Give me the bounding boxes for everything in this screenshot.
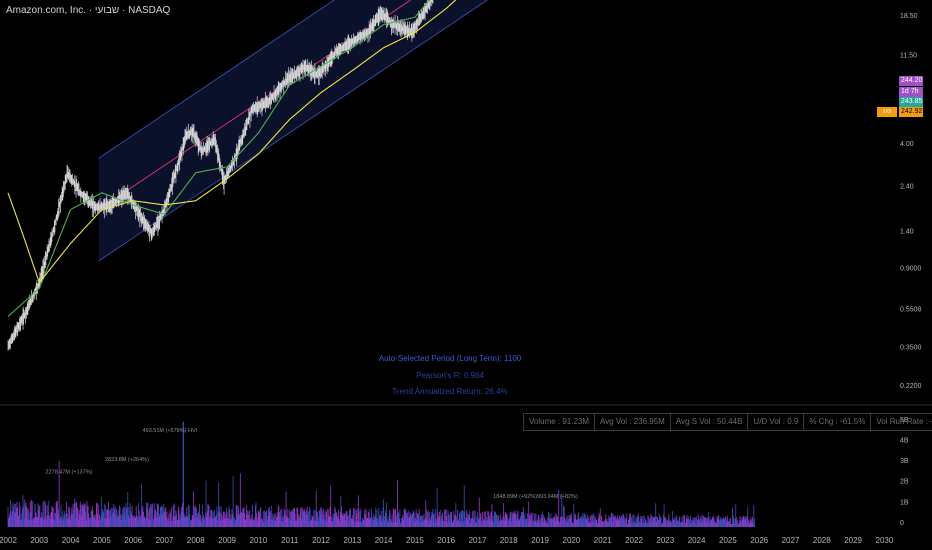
time-tick-label: 2017 [469, 536, 487, 545]
time-tick-label: 2010 [250, 536, 268, 545]
ma-slow-tag: סוג [877, 107, 897, 117]
channel-upper-line [98, 0, 335, 159]
price-tick-label: 1.40 [900, 229, 914, 236]
stat-ud-vol: U/D Vol : 0.9 [748, 414, 805, 430]
time-tick-label: 2016 [437, 536, 455, 545]
volume-annotation: 993.94M (+82%) [537, 494, 578, 500]
stat-avg-s-vol: Avg S Vol : 50.44B [671, 414, 749, 430]
time-tick-label: 2027 [782, 536, 800, 545]
chart-title: Amazon.com, Inc. · שבועי · NASDAQ [6, 5, 171, 16]
time-tick-label: 2024 [688, 536, 706, 545]
ma-fast-price-label: 243.85 [899, 97, 923, 107]
time-tick-label: 2019 [531, 536, 549, 545]
time-tick-label: 2007 [156, 536, 174, 545]
volume-annotation: 2823.8M (+264%) [105, 457, 149, 463]
countdown-label: 1d 7h [899, 87, 923, 97]
ma-slow-price-label: 242.92 [899, 107, 923, 117]
price-tick-label: 4.00 [900, 141, 914, 148]
time-tick-label: 2020 [563, 536, 581, 545]
time-tick-label: 2012 [312, 536, 330, 545]
stat-volume: Volume : 91.23M [524, 414, 596, 430]
price-tick-label: 11.50 [900, 53, 917, 60]
volume-tick-label: 5B [900, 417, 909, 424]
regression-mid-line [98, 0, 412, 210]
volume-stats-table: Volume : 91.23M Avg Vol : 236.95M Avg S … [523, 413, 932, 431]
stat-pct-chg: % Chg : -61.5% [804, 414, 872, 430]
volume-annotation: 493.51M (+579%) HVI [143, 428, 198, 434]
time-tick-label: 2021 [594, 536, 612, 545]
price-series [7, 0, 434, 351]
moving-averages [7, 0, 457, 317]
time-tick-label: 2005 [93, 536, 111, 545]
volume-annotation: 1848.89M (+92%) [493, 494, 537, 500]
volume-tick-label: 2B [900, 479, 909, 486]
time-tick-label: 2015 [406, 536, 424, 545]
volume-tick-label: 0 [900, 520, 904, 527]
price-tick-label: 0.9000 [900, 265, 922, 272]
ma-slow-line [7, 0, 457, 284]
time-tick-label: 2025 [719, 536, 737, 545]
time-tick-label: 2004 [62, 536, 80, 545]
period-annotation: Auto-Selected Period (Long Term): 1100 [378, 354, 522, 363]
time-tick-label: 2026 [750, 536, 768, 545]
price-tick-label: 0.3500 [900, 344, 922, 351]
time-tick-label: 2006 [124, 536, 142, 545]
stat-vol-run-rate: Vol Run Rate : -59.56% [876, 417, 932, 426]
volume-annotation: 2278.47M (+137%) [46, 469, 93, 475]
time-tick-label: 2011 [281, 536, 299, 545]
price-tick-label: 0.5500 [900, 307, 922, 314]
price-tick-label: 18.50 [900, 13, 918, 20]
time-tick-label: 2028 [813, 536, 831, 545]
volume-tick-label: 4B [900, 437, 909, 444]
volume-pane: 493.51M (+579%) HVI 2823.8M (+264%) 2278.4… [7, 421, 755, 527]
volume-axis: 5B 4B 3B 2B 1B 0 [900, 417, 909, 527]
time-tick-label: 2013 [343, 536, 361, 545]
time-tick-label: 2023 [656, 536, 674, 545]
stat-avg-vol: Avg Vol : 236.95M [595, 414, 671, 430]
ma-fast-line [7, 0, 431, 317]
time-tick-label: 2014 [375, 536, 393, 545]
time-tick-label: 2002 [0, 536, 17, 545]
trend-return-annotation: Trend Annualized Return: 26.4% [392, 387, 508, 396]
time-tick-label: 2018 [500, 536, 518, 545]
time-tick-label: 2029 [844, 536, 862, 545]
time-tick-label: 2009 [218, 536, 236, 545]
time-tick-label: 2030 [876, 536, 894, 545]
current-price-label: 244.20 [899, 76, 923, 86]
time-axis[interactable]: 2002 2003 2004 2005 2006 2007 2008 2009 2010 2011… [0, 536, 894, 545]
price-tick-label: 2.40 [900, 183, 914, 190]
pearson-annotation: Pearson's R: 0.984 [416, 371, 484, 380]
price-tick-label: 0.2200 [900, 383, 922, 390]
volume-tick-label: 1B [900, 499, 909, 506]
volume-tick-label: 3B [900, 458, 909, 465]
time-tick-label: 2008 [187, 536, 205, 545]
time-tick-label: 2003 [30, 536, 48, 545]
time-tick-label: 2022 [625, 536, 643, 545]
